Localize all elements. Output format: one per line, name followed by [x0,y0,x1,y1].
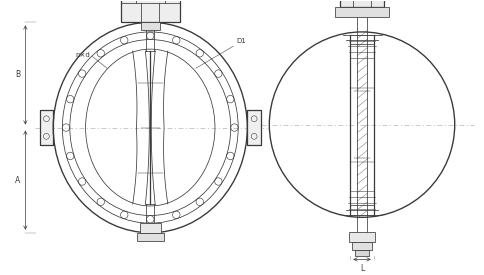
Bar [355,250,369,255]
Text: B: B [15,70,20,79]
Bar [247,110,261,145]
Circle shape [269,32,455,217]
Bar [340,0,384,7]
Bar [349,232,375,242]
Text: L: L [360,264,364,273]
Bar [136,233,164,241]
Bar [40,110,53,145]
Bar [335,7,389,17]
Text: D1: D1 [236,38,246,44]
Text: n×d: n×d [75,51,90,57]
Bar [121,0,180,22]
Text: A: A [15,176,20,185]
Bar [139,223,161,233]
Bar [140,22,160,30]
Bar [352,242,372,250]
Ellipse shape [53,22,247,233]
